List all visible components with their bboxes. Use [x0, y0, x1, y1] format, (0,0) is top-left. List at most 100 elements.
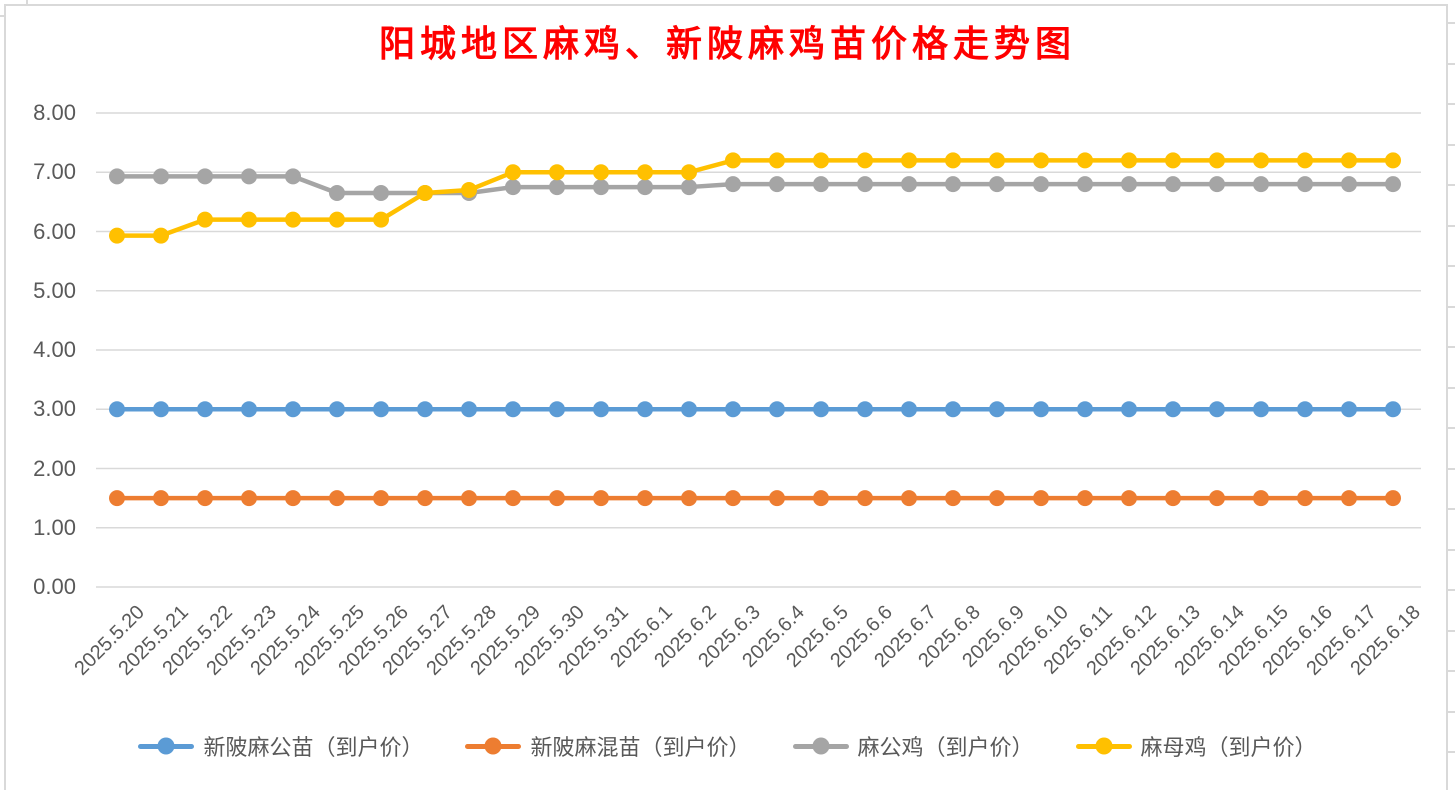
data-point-marker [901, 152, 917, 169]
data-point-marker [1121, 401, 1137, 418]
worksheet-row-tick [1448, 630, 1455, 632]
data-point-marker [373, 211, 389, 228]
data-point-marker [593, 179, 609, 196]
data-point-marker [945, 152, 961, 169]
worksheet-row-tick [1448, 427, 1455, 429]
data-point-marker [857, 176, 873, 193]
legend-item-ma-gong-ji[interactable]: 麻公鸡（到户价） [792, 730, 1034, 762]
data-point-marker [1253, 401, 1269, 418]
data-point-marker [461, 182, 477, 199]
data-point-marker [593, 401, 609, 418]
data-point-marker [549, 401, 565, 418]
data-point-marker [1077, 176, 1093, 193]
y-axis-tick-label: 8.00 [33, 100, 76, 125]
y-axis-tick-label: 4.00 [33, 337, 76, 362]
frame-top-line [4, 4, 1448, 6]
y-axis-tick-label: 1.00 [33, 514, 76, 540]
legend-item-xinpi-ma-hun-miao[interactable]: 新陂麻混苗（到户价） [465, 730, 751, 762]
data-point-marker [1385, 401, 1401, 418]
data-point-marker [197, 401, 213, 418]
legend-label: 新陂麻混苗（到户价） [530, 735, 751, 760]
worksheet-gridline-stub-left [0, 15, 4, 17]
data-point-marker [681, 401, 697, 418]
data-point-marker [549, 164, 565, 181]
data-point-marker [1385, 490, 1401, 507]
data-point-marker [945, 490, 961, 507]
data-point-marker [153, 227, 169, 244]
data-point-marker [1033, 152, 1049, 169]
data-point-marker [1033, 490, 1049, 507]
data-point-marker [769, 176, 785, 193]
y-axis-tick-label: 2.00 [33, 455, 76, 481]
data-point-marker [1121, 152, 1137, 169]
data-point-marker [681, 490, 697, 507]
data-point-marker [373, 184, 389, 201]
data-point-marker [1077, 401, 1093, 418]
data-point-marker [241, 211, 257, 228]
y-axis-tick-label: 3.00 [33, 396, 76, 422]
data-point-marker [1209, 490, 1225, 507]
data-point-marker [637, 401, 653, 418]
data-point-marker [1033, 176, 1049, 193]
data-point-marker [1077, 490, 1093, 507]
data-point-marker [329, 211, 345, 228]
data-point-marker [109, 490, 125, 507]
series-line-3[interactable] [109, 152, 1401, 244]
data-point-marker [1297, 152, 1313, 169]
data-point-marker [901, 490, 917, 507]
series-line-0[interactable] [109, 401, 1401, 418]
data-point-marker [549, 179, 565, 196]
data-point-marker [505, 490, 521, 507]
frame-left-line [4, 4, 6, 790]
data-point-marker [505, 401, 521, 418]
worksheet-row-tick [1448, 751, 1455, 753]
data-point-marker [373, 490, 389, 507]
legend-item-xinpi-ma-gong-miao[interactable]: 新陂麻公苗（到户价） [138, 730, 423, 762]
data-point-marker [153, 490, 169, 507]
data-point-marker [197, 490, 213, 507]
legend-label: 麻母鸡（到户价） [1140, 735, 1317, 760]
data-point-marker [1209, 176, 1225, 193]
data-point-marker [197, 211, 213, 228]
data-point-marker [901, 176, 917, 193]
data-point-marker [725, 152, 741, 169]
data-point-marker [593, 490, 609, 507]
worksheet-row-tick [1448, 387, 1455, 389]
data-point-marker [1165, 176, 1181, 193]
worksheet-row-tick [1448, 508, 1455, 510]
data-point-marker [1077, 152, 1093, 169]
series-line-2[interactable] [109, 168, 1401, 201]
worksheet-row-tick [1448, 144, 1455, 146]
data-point-marker [769, 152, 785, 169]
data-point-marker [1165, 152, 1181, 169]
legend-line-marker-icon [465, 737, 522, 755]
data-point-marker [153, 168, 169, 185]
data-point-marker [1209, 152, 1225, 169]
data-point-marker [637, 179, 653, 196]
y-axis-tick-label: 6.00 [33, 218, 76, 244]
data-point-marker [1341, 176, 1357, 193]
y-axis-tick-label: 0.00 [33, 574, 76, 599]
legend-dot-icon [157, 737, 175, 755]
worksheet-row-tick [1448, 225, 1455, 227]
legend-item-ma-mu-ji[interactable]: 麻母鸡（到户价） [1075, 730, 1317, 762]
data-point-marker [681, 179, 697, 196]
series-line-1[interactable] [109, 490, 1401, 507]
data-point-marker [1341, 152, 1357, 169]
data-point-marker [1253, 490, 1269, 507]
worksheet-row-tick [1448, 184, 1455, 186]
data-point-marker [989, 152, 1005, 169]
data-point-marker [857, 152, 873, 169]
chart-legend: 新陂麻公苗（到户价） 新陂麻混苗（到户价） 麻公鸡（到户价） 麻母鸡（到户价） [0, 731, 1455, 761]
data-point-marker [1297, 490, 1313, 507]
legend-label: 麻公鸡（到户价） [857, 735, 1034, 760]
data-point-marker [109, 227, 125, 244]
data-point-marker [329, 490, 345, 507]
worksheet-row-tick [1448, 265, 1455, 267]
data-point-marker [769, 490, 785, 507]
data-point-marker [505, 164, 521, 181]
data-point-marker [813, 490, 829, 507]
data-point-marker [681, 164, 697, 181]
data-point-marker [197, 168, 213, 185]
